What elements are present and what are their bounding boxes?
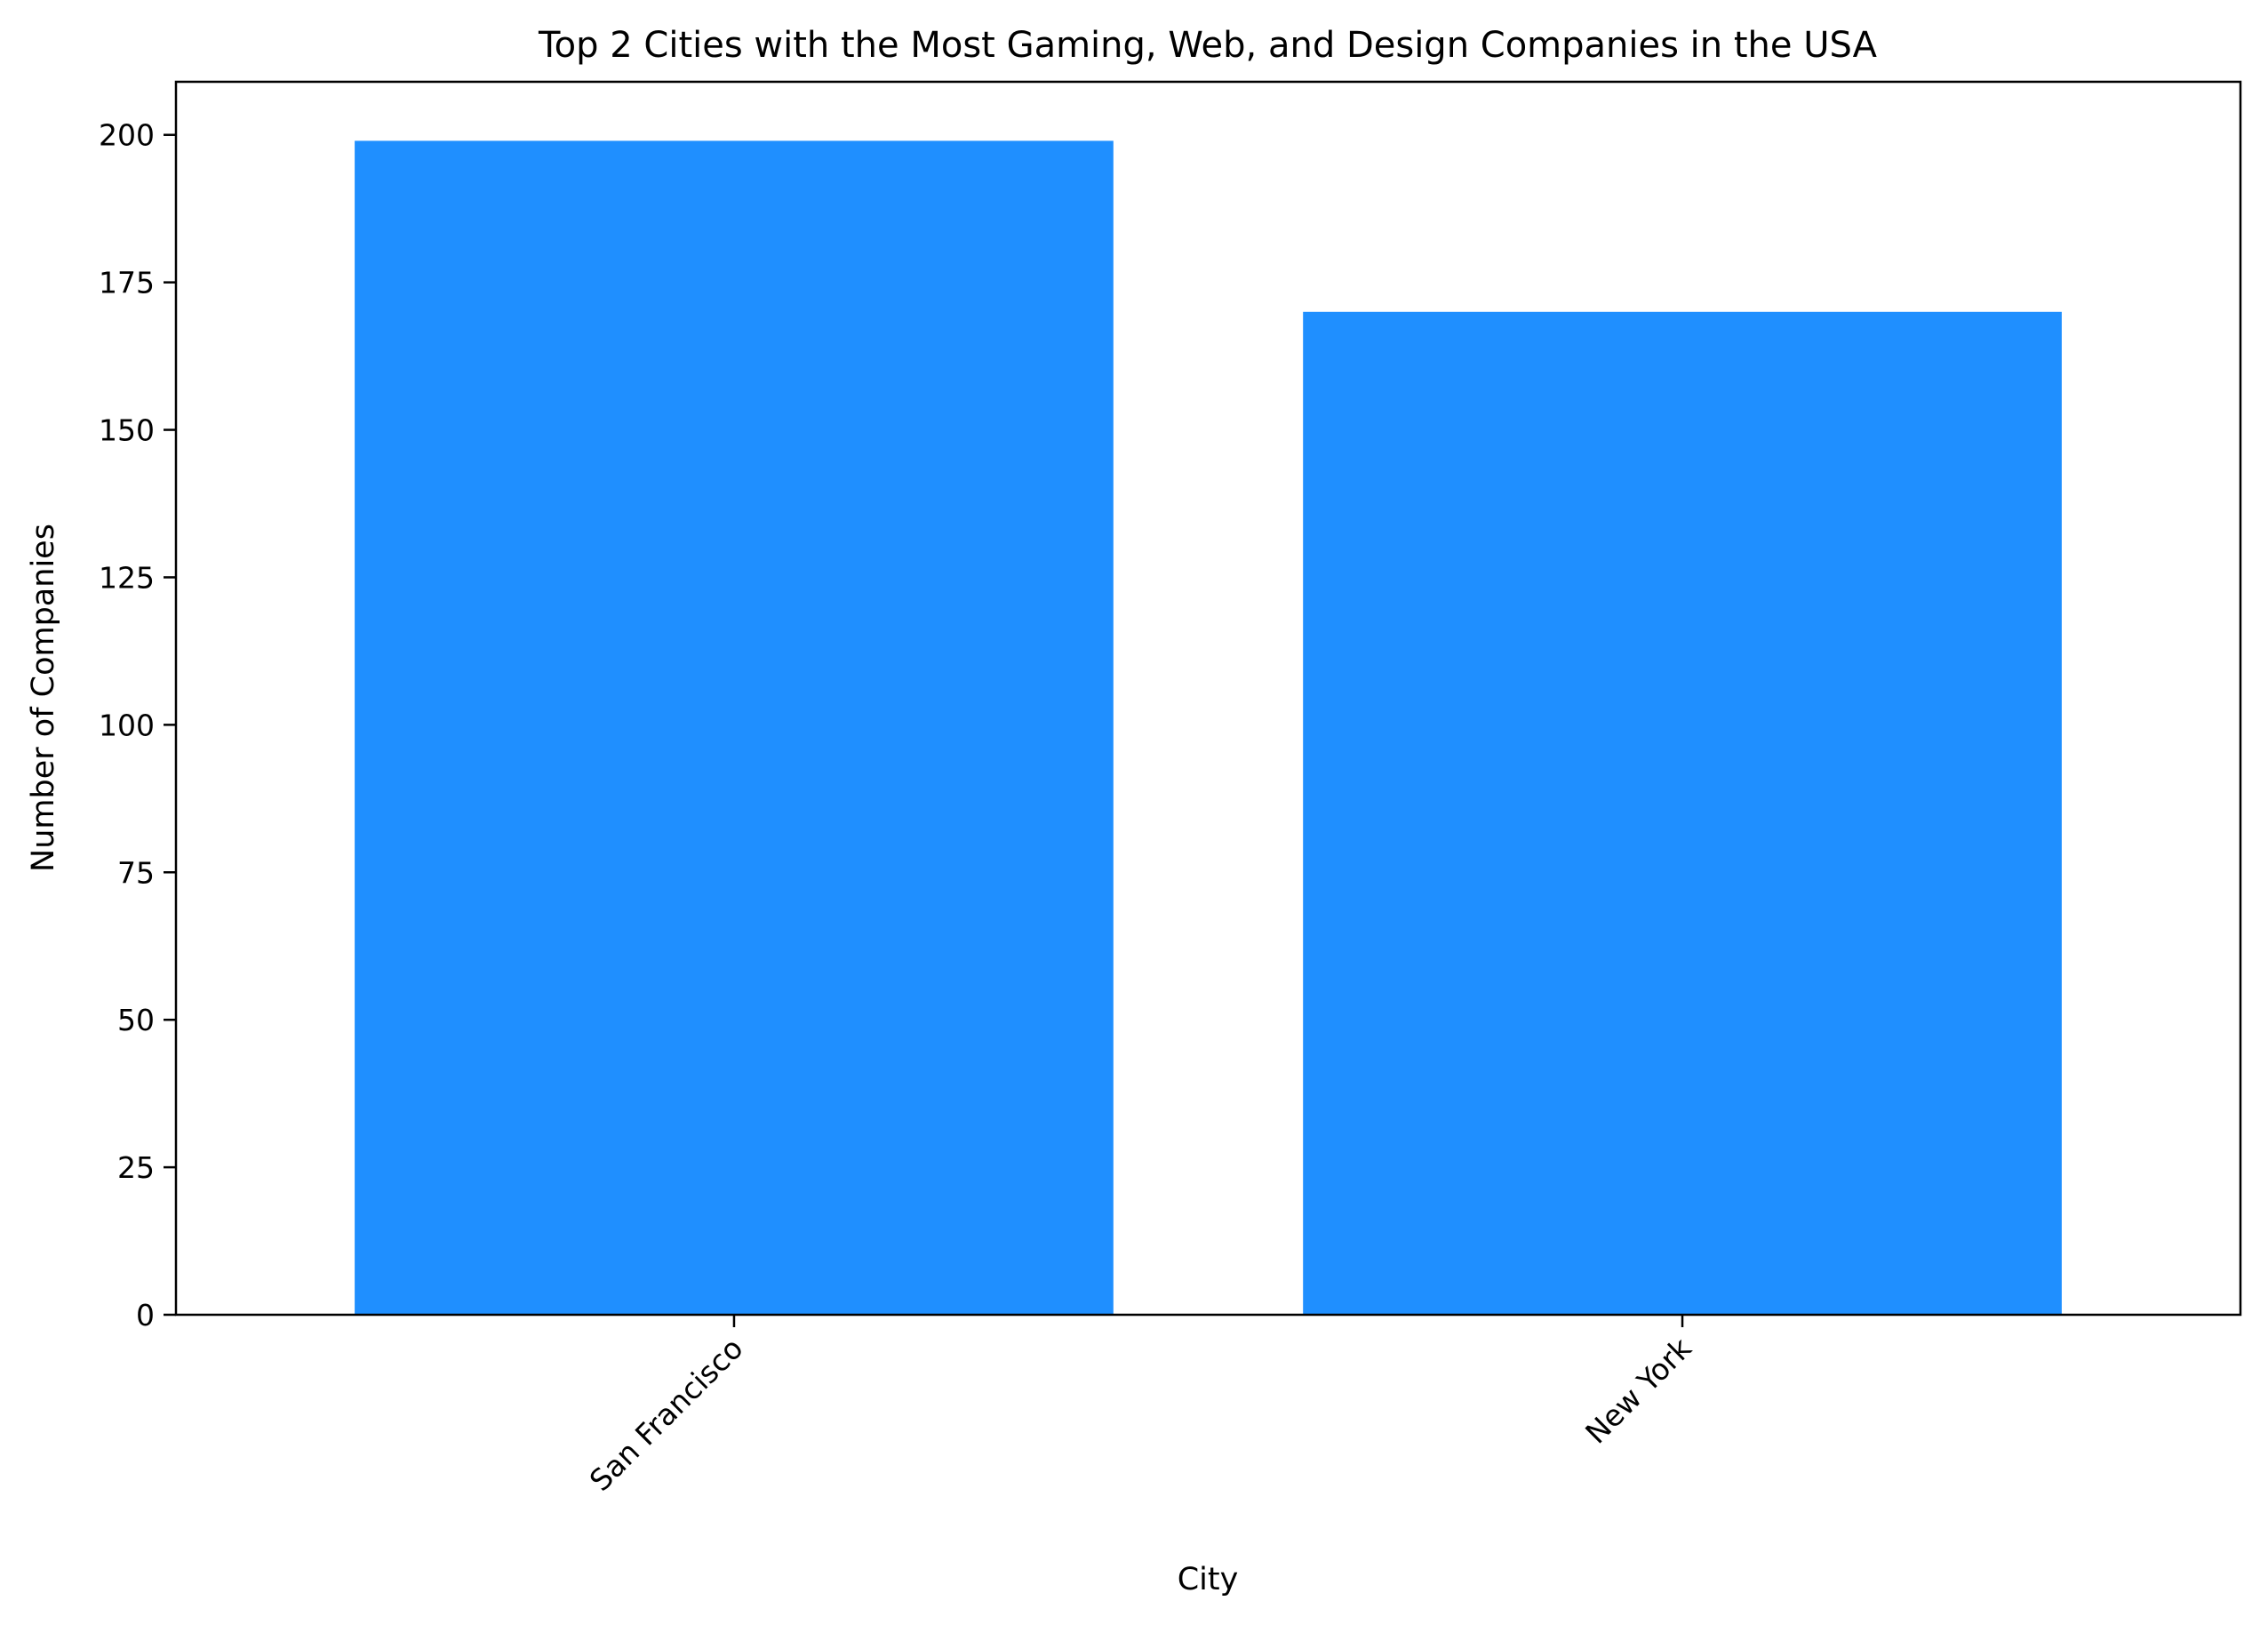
bar-san-francisco — [355, 140, 1114, 1315]
y-tick-label: 75 — [117, 855, 155, 890]
y-tick-label: 175 — [99, 266, 155, 300]
y-tick-label: 0 — [136, 1298, 155, 1333]
bar-new-york — [1303, 312, 2062, 1315]
y-tick-label: 150 — [99, 413, 155, 448]
x-axis-label: City — [1178, 1562, 1239, 1597]
y-tick-label: 100 — [99, 708, 155, 742]
y-axis-label: Number of Companies — [26, 524, 61, 872]
y-tick-label: 200 — [99, 118, 155, 153]
y-tick-label: 50 — [117, 1003, 155, 1037]
y-tick-label: 25 — [117, 1150, 155, 1185]
y-tick-label: 125 — [99, 560, 155, 595]
chart-title: Top 2 Cities with the Most Gaming, Web, … — [538, 25, 1878, 66]
